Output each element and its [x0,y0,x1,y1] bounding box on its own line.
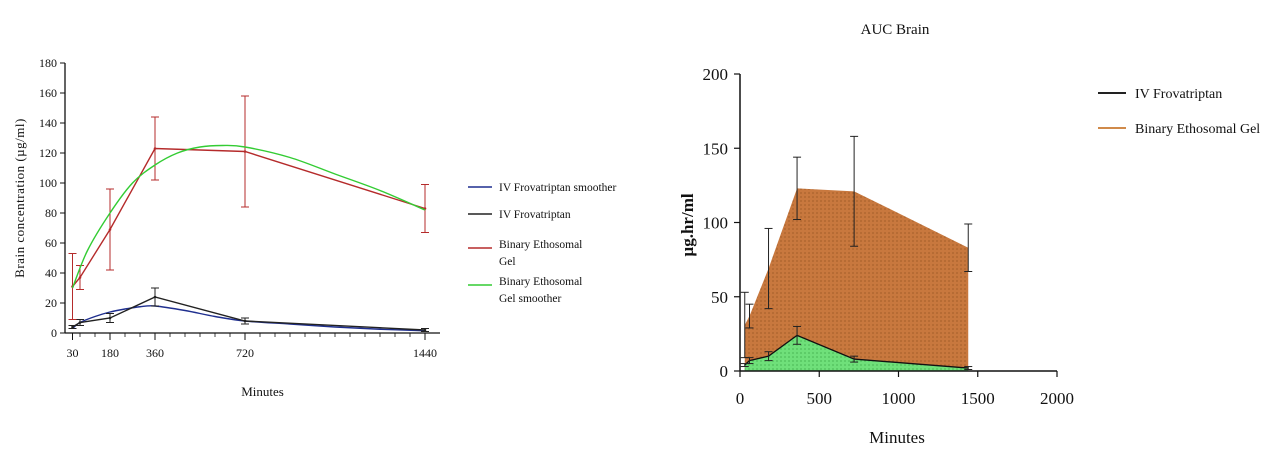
x-axis-title: Minutes [241,384,284,399]
legend: IV Frovatriptan smoother IV Frovatriptan B… [468,182,616,305]
brain-concentration-chart: 0 20 40 60 80 100 120 140 160 180 30 180 360 720 1440 M… [12,56,616,399]
data-point [243,150,247,153]
x-tick-label: 2000 [1040,389,1074,408]
legend-label: Binary Ethosomal [499,276,582,288]
y-axis-title: Brain concentration (µg/ml) [12,118,27,278]
data-point [153,147,157,150]
x-tick-label: 0 [736,389,745,408]
x-tick-label: 30 [67,346,79,360]
x-tick-label: 1440 [413,346,437,360]
data-point [108,228,112,231]
series-line-1 [72,296,426,331]
data-point [78,321,82,324]
data-point [108,316,112,320]
data-point [153,295,157,299]
x-axis-title: Minutes [869,428,925,447]
data-point [78,276,82,279]
y-tick-label: 200 [703,65,729,84]
area-line-1 [744,334,969,369]
y-tick-label: 20 [45,296,57,310]
legend-label: IV Frovatriptan [499,209,571,221]
y-tick-label: 40 [45,266,57,280]
series-line-3 [71,144,426,289]
x-tick-label: 180 [101,346,119,360]
y-tick-label: 50 [711,288,728,307]
x-tick-label: 1500 [961,389,995,408]
x-tick-label: 1000 [882,389,916,408]
data-point [243,319,247,323]
y-tick-label: 0 [51,326,57,340]
y-tick-label: 120 [39,146,57,160]
series-line-2 [71,147,426,287]
y-tick-label: 0 [720,362,729,381]
legend-label: IV Frovatriptan [1135,87,1222,102]
legend-label: Gel [499,256,516,268]
legend-label: Gel smoother [499,293,561,305]
legend-label: IV Frovatriptan smoother [499,182,616,194]
y-tick-label: 140 [39,116,57,130]
x-tick-label: 500 [807,389,833,408]
y-tick-label: 80 [45,206,57,220]
y-axis-title: µg.hr/ml [678,193,697,256]
y-tick-label: 100 [39,176,57,190]
chart-title: AUC Brain [861,22,930,38]
data-point [423,328,427,332]
y-tick-label: 100 [703,214,729,233]
y-tick-label: 160 [39,86,57,100]
legend-label: Binary Ethosomal [499,239,582,251]
x-tick-label: 360 [146,346,164,360]
y-tick-label: 180 [39,56,57,70]
series-line-0 [72,305,426,332]
y-tick-label: 150 [703,139,729,158]
area-fill-0 [744,188,969,371]
legend: IV Frovatriptan Binary Ethosomal Gel [1098,87,1260,137]
y-tick-label: 60 [45,236,57,250]
legend-label: Binary Ethosomal Gel [1135,122,1260,137]
data-point [71,325,74,329]
x-tick-label: 720 [236,346,254,360]
